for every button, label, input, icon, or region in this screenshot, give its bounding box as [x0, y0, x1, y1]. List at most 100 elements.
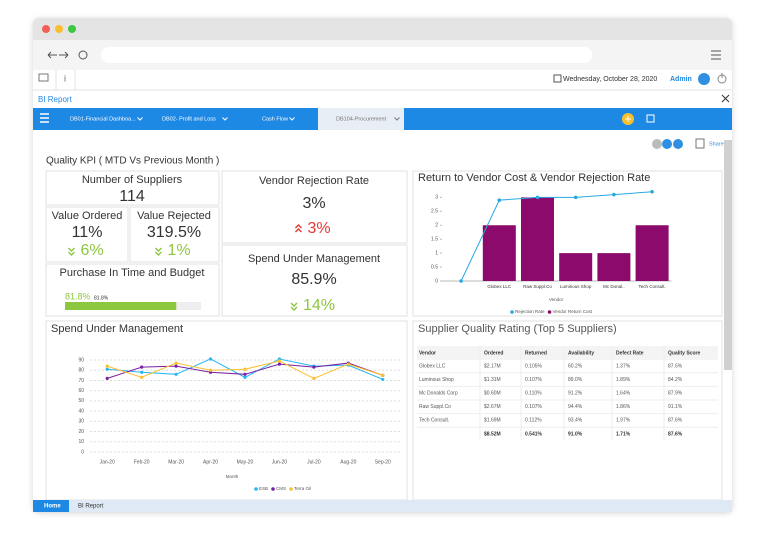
fullscreen[interactable]: [646, 114, 655, 123]
tab-chevron: [222, 117, 228, 121]
y-tick-label: 10: [78, 439, 84, 445]
total-cell: 1.71%: [616, 431, 631, 437]
taskbar: [33, 500, 732, 512]
kpi-label: Vendor Rejection Rate: [259, 175, 369, 187]
date: Wednesday, October 28, 2020: [563, 76, 657, 83]
y-tick-label: 0: [81, 449, 84, 455]
bar: [482, 225, 516, 281]
table-cell: 87.5%: [668, 363, 683, 369]
column-header: Ordered: [484, 350, 503, 356]
tool-icon[interactable]: [662, 139, 672, 149]
column-header: Vendor: [419, 350, 436, 356]
kpi-change: 6%: [80, 242, 103, 259]
table-cell: 91.2%: [568, 391, 583, 397]
table-cell: 94.4%: [568, 404, 583, 410]
legend-swatch: [254, 487, 258, 491]
legend-label: Terra Oil: [294, 486, 311, 491]
y-tick-label: 90: [78, 357, 84, 363]
point: [650, 189, 654, 194]
legend-swatch: [289, 487, 293, 491]
home-tab[interactable]: [33, 500, 69, 512]
table-cell: 1.64%: [616, 391, 631, 397]
kpi-change: 14%: [303, 297, 335, 314]
table-cell: 60.2%: [568, 363, 583, 369]
close-dot[interactable]: [42, 25, 50, 33]
purchase-bar: [65, 302, 177, 310]
table-cell: Globex LLC: [419, 363, 446, 369]
tab-chevron: [394, 117, 400, 121]
page-title: BI Report: [38, 95, 73, 104]
kpi-title: Quality KPI ( MTD Vs Previous Month ): [46, 156, 219, 167]
tab-label[interactable]: DB02- Profit and Loss: [162, 116, 216, 122]
x-tick-label: Feb-20: [134, 459, 150, 465]
bar: [521, 197, 554, 281]
tool-icon[interactable]: [673, 139, 683, 149]
y-tick-label: 30: [78, 419, 84, 425]
tab-label[interactable]: DB01-Financial Dashboa...: [70, 116, 136, 122]
report-tab-label[interactable]: BI Report: [78, 504, 104, 510]
folder-icon[interactable]: [38, 73, 49, 82]
table-cell: 1.86%: [616, 404, 631, 410]
column-header: Returned: [525, 350, 547, 356]
point: [208, 357, 213, 361]
back[interactable]: [47, 51, 57, 59]
tool-icon[interactable]: [695, 138, 705, 149]
min-dot[interactable]: [55, 25, 63, 33]
avatar[interactable]: [698, 73, 710, 85]
table-cell: 0.107%: [525, 404, 543, 410]
max-dot[interactable]: [68, 25, 76, 33]
share[interactable]: Share: [709, 141, 724, 147]
info-icon[interactable]: i: [64, 73, 66, 83]
table-cell: Mc Donalds Corp: [419, 391, 458, 397]
kpi-value: 85.9%: [291, 271, 336, 288]
legend-swatch: [271, 487, 275, 491]
legend-label: CMS: [276, 486, 286, 491]
chart-title: Spend Under Management: [51, 323, 183, 335]
point: [381, 377, 385, 382]
table-cell: Luminous Shop: [419, 377, 454, 383]
column-header: Defect Rate: [616, 350, 644, 356]
x-tick-label: Mc Donal..: [603, 284, 625, 289]
y-tick-label: 0.5: [431, 264, 438, 270]
trend-arrow: [290, 302, 298, 311]
close-report[interactable]: [721, 94, 730, 103]
point: [346, 362, 350, 366]
point: [497, 198, 502, 202]
tab-label[interactable]: DB104-Procurement: [336, 116, 387, 122]
kpi-value: 319.5%: [147, 224, 201, 241]
x-tick-label: Tech Consult.: [638, 284, 665, 289]
tab-label[interactable]: Cash Flow: [262, 116, 288, 122]
active-tab[interactable]: [318, 108, 404, 130]
reload[interactable]: [78, 50, 88, 60]
nav-menu[interactable]: [40, 113, 49, 123]
user[interactable]: Admin: [670, 76, 692, 83]
point: [140, 365, 144, 369]
table-cell: Raw Suppl.Co: [419, 404, 451, 410]
address-bar[interactable]: [101, 47, 592, 63]
y-tick-label: 2.5: [431, 209, 438, 215]
table-header-bg: [417, 346, 718, 360]
point: [140, 370, 144, 374]
x-tick-label: Sep-20: [375, 459, 391, 465]
tool-icon[interactable]: [652, 139, 662, 149]
y-tick-label: 60: [78, 388, 84, 394]
point: [312, 365, 316, 369]
y-tick-label: 70: [78, 378, 84, 384]
kpi-label: Value Ordered: [52, 210, 123, 222]
kpi-value: 3%: [302, 195, 325, 212]
point: [277, 359, 282, 363]
scrollbar[interactable]: [724, 140, 732, 370]
point: [105, 364, 109, 368]
home-label[interactable]: Home: [44, 504, 61, 510]
trend-arrow: [67, 247, 75, 256]
menu[interactable]: [711, 50, 721, 60]
total-cell: 0.541%: [525, 431, 543, 437]
legend-label: ESB: [259, 486, 268, 491]
point: [105, 367, 109, 371]
forward[interactable]: [59, 51, 69, 59]
point: [208, 368, 213, 372]
x-axis-label: Vendor: [549, 297, 564, 302]
x-tick-label: May-20: [237, 459, 254, 465]
y-tick-label: 3: [435, 195, 438, 201]
x-tick-label: Jun-20: [272, 459, 288, 465]
